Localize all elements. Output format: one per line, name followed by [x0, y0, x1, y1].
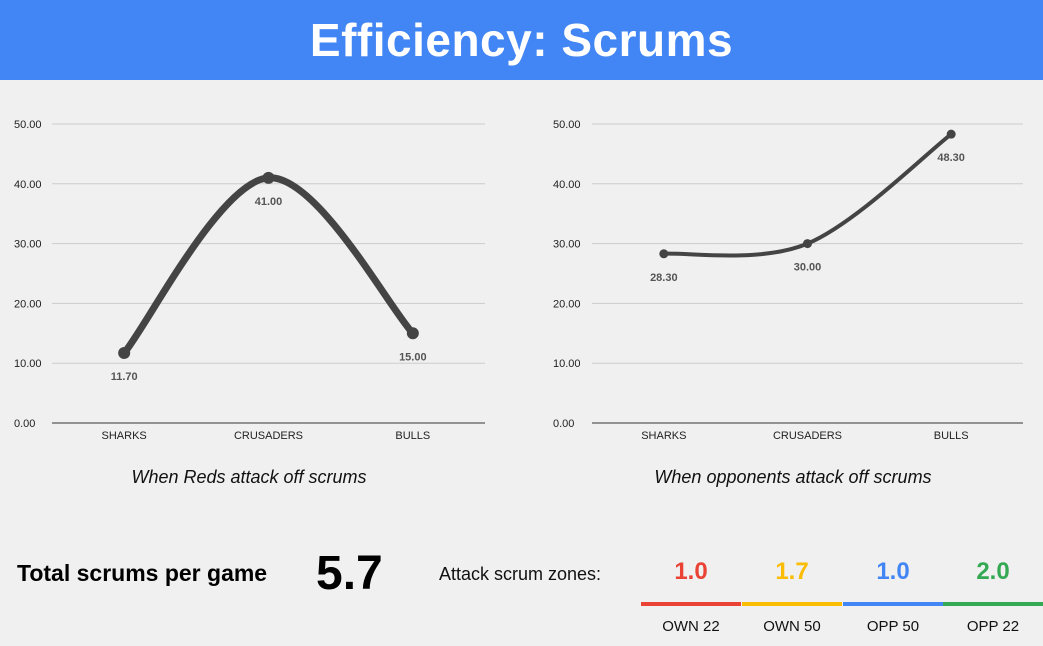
y-tick-label: 50.00: [553, 119, 581, 131]
chart-opponents-attack-caption: When opponents attack off scrums: [654, 467, 932, 487]
x-tick-label: CRUSADERS: [773, 430, 842, 442]
y-tick-label: 10.00: [553, 358, 581, 370]
x-tick-label: SHARKS: [102, 430, 147, 442]
x-tick-label: SHARKS: [641, 430, 686, 442]
y-tick-label: 20.00: [553, 298, 581, 310]
y-tick-label: 40.00: [553, 179, 581, 191]
zone-value: 2.0: [976, 558, 1010, 585]
y-tick-label: 20.00: [14, 298, 42, 310]
zone-value: 1.7: [775, 558, 809, 585]
zone-label: OWN 22: [662, 618, 720, 635]
zone-color-bar: [641, 602, 741, 606]
y-tick-label: 40.00: [14, 179, 42, 191]
page-title: Efficiency: Scrums: [309, 14, 734, 66]
data-point[interactable]: [659, 249, 669, 259]
zone-color-bar: [843, 602, 943, 606]
x-tick-label: BULLS: [934, 430, 969, 442]
zone-own-50: 1.7 OWN 50: [742, 556, 842, 646]
zone-opp-22: 2.0 OPP 22: [943, 556, 1043, 646]
header-bar: Efficiency: Scrums: [0, 0, 1043, 80]
zone-value: 1.0: [876, 558, 910, 585]
data-label: 15.00: [399, 351, 427, 363]
data-label: 41.00: [255, 196, 283, 208]
x-tick-label: CRUSADERS: [234, 430, 303, 442]
chart-reds-attack: 0.00 10.00 20.00 30.00 40.00 50.00 SHARKS CRUSA…: [14, 119, 485, 442]
zone-label: OPP 50: [866, 618, 920, 635]
data-label: 48.30: [937, 152, 965, 164]
zone-color-bar: [742, 602, 842, 606]
zone-label: OPP 22: [966, 618, 1020, 635]
data-point[interactable]: [118, 347, 131, 360]
zone-value: 1.0: [674, 558, 708, 585]
zone-own-22: 1.0 OWN 22: [641, 556, 741, 646]
chart-opponents-attack: 0.00 10.00 20.00 30.00 40.00 50.00 SHARKS CRUSA…: [553, 119, 1023, 442]
zone-opp-50: 1.0 OPP 50: [843, 556, 943, 646]
data-label: 11.70: [111, 371, 138, 383]
total-scrums-value: 5.7: [316, 547, 383, 600]
y-tick-label: 0.00: [14, 418, 35, 430]
y-tick-label: 30.00: [553, 239, 581, 251]
data-point[interactable]: [803, 239, 812, 249]
zone-label: OWN 50: [763, 618, 821, 635]
data-label: 28.30: [650, 272, 678, 284]
y-tick-label: 10.00: [14, 358, 42, 370]
y-tick-label: 50.00: [14, 119, 42, 131]
data-label: 30.00: [794, 262, 822, 274]
data-point[interactable]: [262, 171, 275, 184]
attack-zones-label: Attack scrum zones:: [439, 564, 602, 584]
data-point[interactable]: [406, 327, 419, 340]
y-tick-label: 30.00: [14, 239, 42, 251]
chart-reds-attack-caption: When Reds attack off scrums: [131, 467, 367, 487]
y-tick-label: 0.00: [553, 418, 574, 430]
zone-color-bar: [943, 602, 1043, 606]
series-line: [661, 132, 954, 258]
total-scrums-label: Total scrums per game: [17, 560, 268, 586]
x-tick-label: BULLS: [395, 430, 430, 442]
data-point[interactable]: [946, 129, 956, 139]
